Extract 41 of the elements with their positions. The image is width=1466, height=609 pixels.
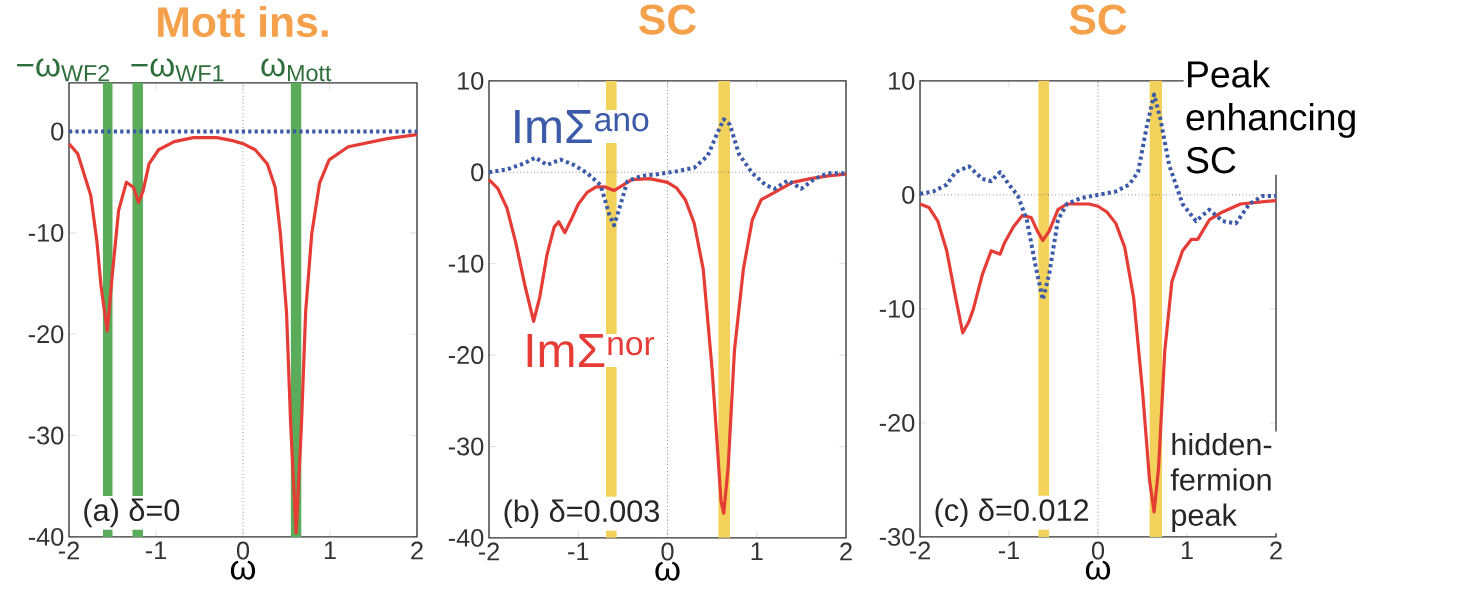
annotation: (a) δ=0 [84, 498, 180, 528]
y-tick-label: -20 [448, 346, 484, 365]
x-tick-label: 2 [840, 542, 852, 561]
x-tick-label: 0 [661, 542, 674, 561]
y-tick-label: -30 [448, 437, 484, 456]
y-tick-label: 0 [51, 122, 64, 141]
x-tick-label: 1 [751, 542, 763, 561]
band-label: −ω$_{WF2}$ [17, 58, 110, 82]
series-label: ImΣ$^{nor}$ [527, 334, 655, 368]
x-tick-label: 0 [1091, 541, 1105, 560]
x-tick-label: -1 [145, 541, 167, 560]
annotation: hidden-fermion peak [1170, 432, 1272, 533]
x-axis-title: ω [655, 561, 680, 581]
annotation: (b) δ=0.003 [504, 499, 659, 529]
annotation: Peak enhancing SC [1186, 60, 1355, 174]
x-tick-label: -1 [568, 542, 589, 561]
x-tick-label: -1 [998, 541, 1020, 560]
y-tick-label: 0 [471, 163, 484, 182]
x-axis-title: ω [230, 560, 256, 580]
y-tick-label: -30 [28, 426, 64, 445]
y-tick-label: -10 [448, 254, 484, 273]
x-tick-label: 2 [1270, 541, 1282, 560]
y-tick-label: 0 [902, 185, 915, 204]
chart-title: SC [639, 4, 696, 35]
band-label: ω$_{Mott}$ [261, 58, 332, 82]
band-label: −ω$_{WF1}$ [131, 58, 224, 82]
x-tick-label: 0 [236, 541, 250, 560]
y-tick-label: -10 [28, 223, 64, 242]
annotation: (c) δ=0.012 [935, 498, 1089, 528]
x-axis-title: ω [1085, 560, 1111, 580]
x-tick-label: 1 [324, 541, 336, 560]
y-tick-label: -20 [28, 325, 64, 344]
y-tick-label: 10 [889, 71, 915, 90]
y-tick-label: -10 [879, 299, 915, 318]
x-tick-label: 1 [1181, 541, 1193, 560]
chart-title: SC [1069, 4, 1127, 35]
series-label: ImΣ$^{ano}$ [515, 110, 649, 144]
y-tick-label: 10 [458, 71, 484, 90]
x-tick-label: 2 [411, 541, 423, 560]
y-tick-label: -20 [879, 413, 915, 432]
chart-title: Mott ins. [158, 5, 328, 38]
